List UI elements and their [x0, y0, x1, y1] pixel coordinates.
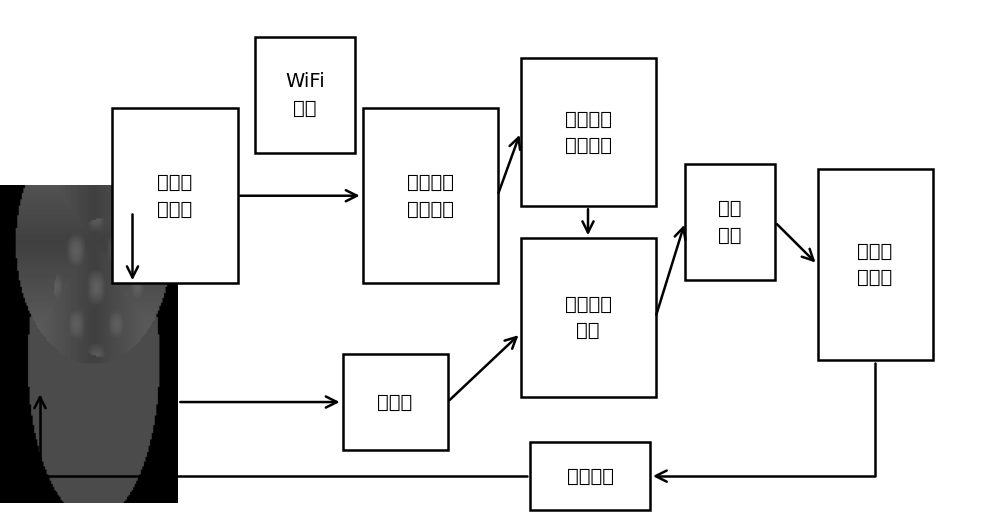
- Text: WiFi
通信: WiFi 通信: [285, 72, 325, 118]
- Bar: [818, 169, 932, 360]
- Bar: [520, 58, 656, 206]
- Text: 操控品质
评估模块: 操控品质 评估模块: [564, 110, 612, 155]
- Bar: [362, 108, 498, 283]
- Bar: [520, 238, 656, 397]
- Text: 操纵器: 操纵器: [377, 393, 413, 412]
- Text: 自动控
制模块: 自动控 制模块: [857, 242, 893, 287]
- Text: 通讯
接口: 通讯 接口: [718, 199, 742, 245]
- Text: 脑电采
集模块: 脑电采 集模块: [157, 173, 193, 218]
- Bar: [342, 354, 448, 450]
- Bar: [530, 442, 650, 510]
- Text: 脑电信号
解析模块: 脑电信号 解析模块: [406, 173, 454, 218]
- Text: 视觉反馈: 视觉反馈: [566, 467, 614, 486]
- Text: 精密补偿
模块: 精密补偿 模块: [564, 295, 612, 340]
- Bar: [112, 108, 238, 283]
- Bar: [685, 164, 775, 280]
- Bar: [255, 37, 355, 153]
